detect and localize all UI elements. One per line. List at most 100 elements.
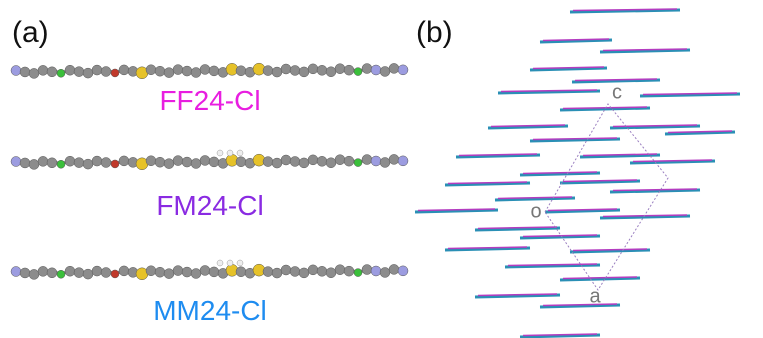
atom: [101, 67, 111, 77]
atom: [65, 65, 75, 75]
atom: [371, 266, 381, 276]
atom: [47, 268, 57, 278]
atom: [362, 155, 372, 165]
atom: [57, 270, 65, 278]
hydrogen: [217, 150, 223, 156]
atom: [57, 69, 65, 77]
atom: [173, 156, 183, 166]
atom: [164, 159, 174, 169]
molecule-name: MM24-Cl: [153, 295, 267, 326]
atom: [209, 66, 219, 76]
atom: [281, 155, 291, 165]
atom: [380, 267, 390, 277]
atom: [389, 154, 399, 164]
atom: [65, 266, 75, 276]
atom: [111, 160, 119, 168]
atom: [74, 268, 84, 278]
atom: [146, 156, 156, 166]
atom: [200, 265, 210, 275]
atom: [111, 270, 119, 278]
atom: [380, 66, 390, 76]
atom: [326, 67, 336, 77]
atom: [92, 156, 102, 166]
atom: [209, 267, 219, 277]
atom: [155, 267, 165, 277]
atom: [272, 158, 282, 168]
atom: [362, 265, 372, 275]
atom: [38, 65, 48, 75]
atom: [326, 268, 336, 278]
axis-label: a: [589, 285, 601, 307]
atom: [11, 267, 21, 277]
atom: [389, 264, 399, 274]
atom: [29, 269, 39, 279]
atom: [119, 156, 129, 166]
atom: [371, 156, 381, 166]
atom: [29, 68, 39, 78]
atom: [354, 68, 362, 76]
atom: [65, 156, 75, 166]
atom: [11, 66, 21, 76]
atom: [389, 63, 399, 73]
atom: [173, 266, 183, 276]
hydrogen: [227, 150, 233, 156]
atom: [155, 66, 165, 76]
atom: [20, 67, 30, 77]
atom: [173, 65, 183, 75]
atom: [83, 269, 93, 279]
atom: [281, 64, 291, 74]
atom: [290, 65, 300, 75]
atom: [299, 158, 309, 168]
figure: (a) (b) FF24-Cl FM24-Cl MM24-Cl c o a: [0, 0, 763, 338]
atom: [83, 159, 93, 169]
atom: [317, 156, 327, 166]
atom: [74, 158, 84, 168]
atom: [111, 69, 119, 77]
hydrogen: [227, 260, 233, 266]
atom: [47, 67, 57, 77]
atom: [272, 67, 282, 77]
atom: [335, 64, 345, 74]
atom: [74, 67, 84, 77]
atom: [344, 156, 354, 166]
atom: [20, 158, 30, 168]
atom: [236, 66, 246, 76]
atom: [371, 65, 381, 75]
atom: [317, 266, 327, 276]
atom: [308, 265, 318, 275]
atom: [398, 156, 408, 166]
atom: [47, 158, 57, 168]
atom: [182, 157, 192, 167]
atom: [263, 66, 273, 76]
atom: [326, 158, 336, 168]
molecule-name: FF24-Cl: [159, 85, 260, 116]
atom: [299, 67, 309, 77]
atom: [263, 157, 273, 167]
atom: [335, 155, 345, 165]
atom: [191, 159, 201, 169]
molecule-name: FM24-Cl: [156, 190, 263, 221]
atom: [146, 65, 156, 75]
hydrogen: [217, 260, 223, 266]
atom: [57, 160, 65, 168]
atom: [182, 267, 192, 277]
atom: [164, 68, 174, 78]
atom: [119, 65, 129, 75]
panel-label: (b): [416, 16, 453, 49]
atom: [20, 268, 30, 278]
atom: [92, 266, 102, 276]
atom: [317, 65, 327, 75]
atom: [398, 266, 408, 276]
atom: [200, 64, 210, 74]
hydrogen: [237, 150, 243, 156]
atom: [308, 64, 318, 74]
atom: [299, 268, 309, 278]
atom: [308, 155, 318, 165]
axis-label: o: [530, 200, 541, 222]
atom: [101, 158, 111, 168]
atom: [101, 268, 111, 278]
atom: [380, 157, 390, 167]
atom: [38, 156, 48, 166]
atom: [83, 68, 93, 78]
atom: [119, 266, 129, 276]
